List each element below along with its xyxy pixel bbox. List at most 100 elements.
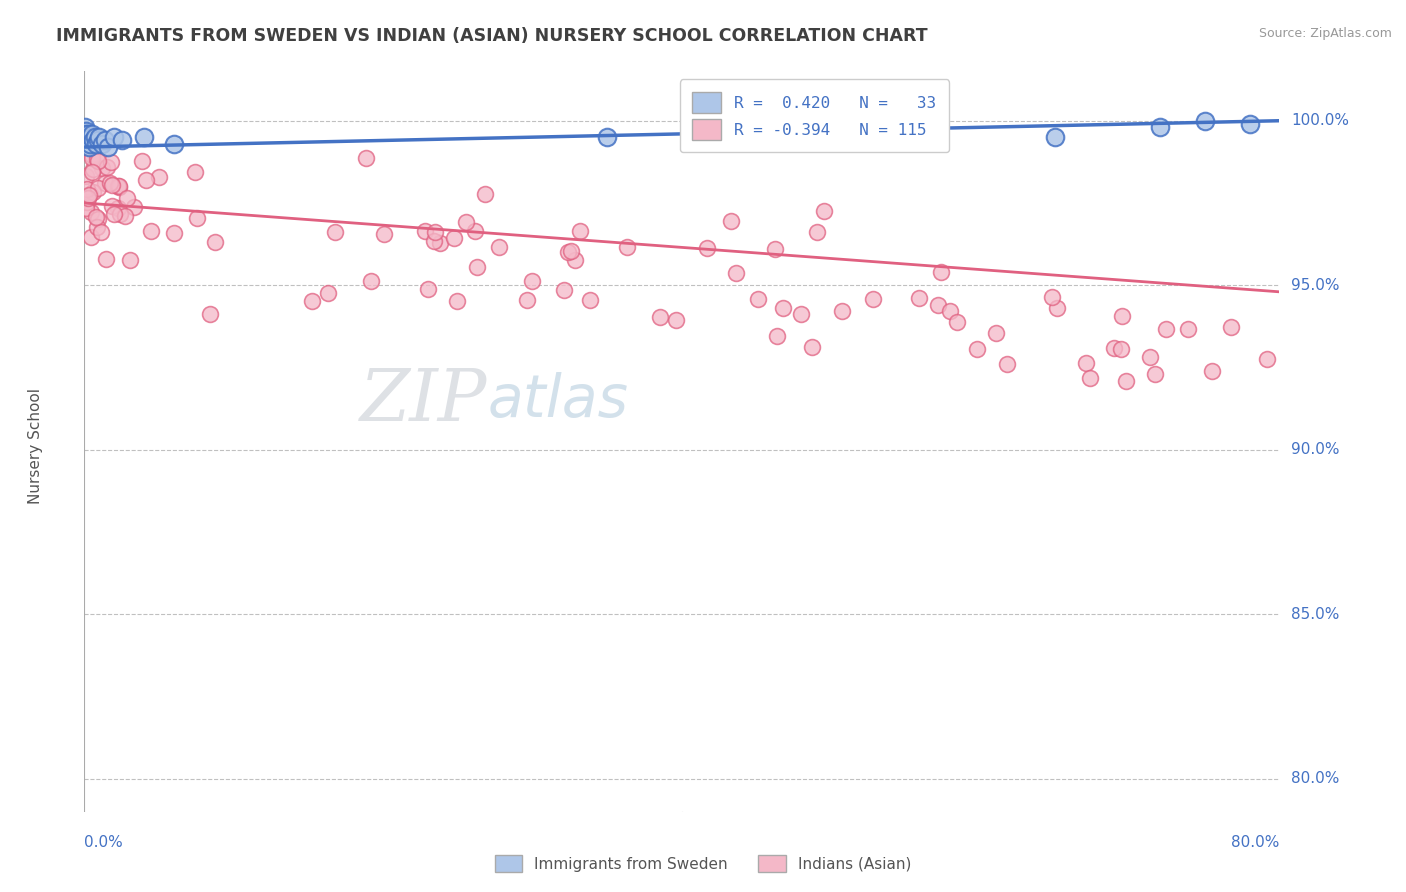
Point <box>553 283 575 297</box>
Point <box>76 133 98 147</box>
Point <box>117 191 139 205</box>
Point <box>579 293 602 307</box>
Point <box>103 207 125 221</box>
Point <box>616 240 638 254</box>
Point <box>86 220 108 235</box>
Point <box>325 225 347 239</box>
Point <box>665 313 688 327</box>
Text: 90.0%: 90.0% <box>1292 442 1340 458</box>
Point <box>90 225 112 239</box>
Point <box>1045 301 1067 315</box>
Point <box>76 127 98 141</box>
Point <box>443 231 465 245</box>
Point <box>89 130 111 145</box>
Point <box>429 236 451 251</box>
Point <box>204 235 226 250</box>
Point <box>454 215 477 229</box>
Point <box>1078 371 1101 385</box>
Point <box>200 307 222 321</box>
Point <box>806 225 828 239</box>
Text: 0.0%: 0.0% <box>84 835 124 850</box>
Point <box>766 328 789 343</box>
Point <box>1220 320 1243 334</box>
Point <box>87 154 110 169</box>
Point <box>80 205 103 219</box>
Point <box>984 326 1007 341</box>
Point <box>862 293 884 307</box>
Point <box>763 242 786 256</box>
Point <box>98 176 121 190</box>
Point <box>75 127 97 141</box>
Point <box>1239 117 1261 131</box>
Point <box>1201 364 1223 378</box>
Point <box>139 224 162 238</box>
Point <box>108 207 131 221</box>
Legend: R =  0.420   N =   33, R = -0.394   N = 115: R = 0.420 N = 33, R = -0.394 N = 115 <box>679 79 949 153</box>
Point <box>79 136 101 151</box>
Point <box>91 136 114 151</box>
Point <box>77 136 100 151</box>
Point <box>75 169 97 184</box>
Point <box>720 214 742 228</box>
Point <box>111 133 134 147</box>
Point <box>422 234 444 248</box>
Text: 80.0%: 80.0% <box>1232 835 1279 850</box>
Point <box>76 195 98 210</box>
Point <box>114 210 136 224</box>
Point <box>1040 290 1063 304</box>
Point <box>87 133 110 147</box>
Point <box>80 152 103 166</box>
Point <box>446 294 468 309</box>
Point <box>813 203 835 218</box>
Point <box>997 357 1019 371</box>
Point <box>186 211 208 225</box>
Point <box>87 181 110 195</box>
Text: Nursery School: Nursery School <box>28 388 42 504</box>
Point <box>77 133 100 147</box>
Point <box>100 178 122 192</box>
Text: atlas: atlas <box>488 372 628 429</box>
Point <box>557 244 579 259</box>
Point <box>75 202 97 216</box>
Point <box>80 127 103 141</box>
Point <box>1149 120 1171 135</box>
Point <box>76 181 98 195</box>
Point <box>831 304 853 318</box>
Point <box>747 292 769 306</box>
Point <box>373 227 395 242</box>
Point <box>820 127 842 141</box>
Point <box>648 310 671 325</box>
Point <box>163 226 186 240</box>
Point <box>80 165 103 179</box>
Point <box>939 303 962 318</box>
Point <box>90 161 112 175</box>
Point <box>301 293 323 308</box>
Point <box>131 153 153 168</box>
Point <box>966 342 988 356</box>
Point <box>77 191 100 205</box>
Point <box>108 179 131 194</box>
Point <box>1144 367 1167 381</box>
Point <box>83 130 105 145</box>
Point <box>77 188 100 202</box>
Point <box>946 315 969 329</box>
Point <box>1139 351 1161 365</box>
Point <box>82 133 104 147</box>
Point <box>696 241 718 255</box>
Point <box>354 151 377 165</box>
Point <box>467 260 489 274</box>
Point <box>360 274 382 288</box>
Point <box>1074 356 1097 370</box>
Point <box>1154 322 1177 336</box>
Text: IMMIGRANTS FROM SWEDEN VS INDIAN (ASIAN) NURSERY SCHOOL CORRELATION CHART: IMMIGRANTS FROM SWEDEN VS INDIAN (ASIAN)… <box>56 27 928 45</box>
Point <box>596 130 619 145</box>
Point <box>1177 321 1199 335</box>
Point <box>464 224 486 238</box>
Point <box>120 252 142 267</box>
Point <box>1109 342 1132 356</box>
Text: 85.0%: 85.0% <box>1292 607 1340 622</box>
Point <box>94 133 117 147</box>
Text: 100.0%: 100.0% <box>1292 113 1350 128</box>
Point <box>416 282 439 296</box>
Point <box>772 301 794 315</box>
